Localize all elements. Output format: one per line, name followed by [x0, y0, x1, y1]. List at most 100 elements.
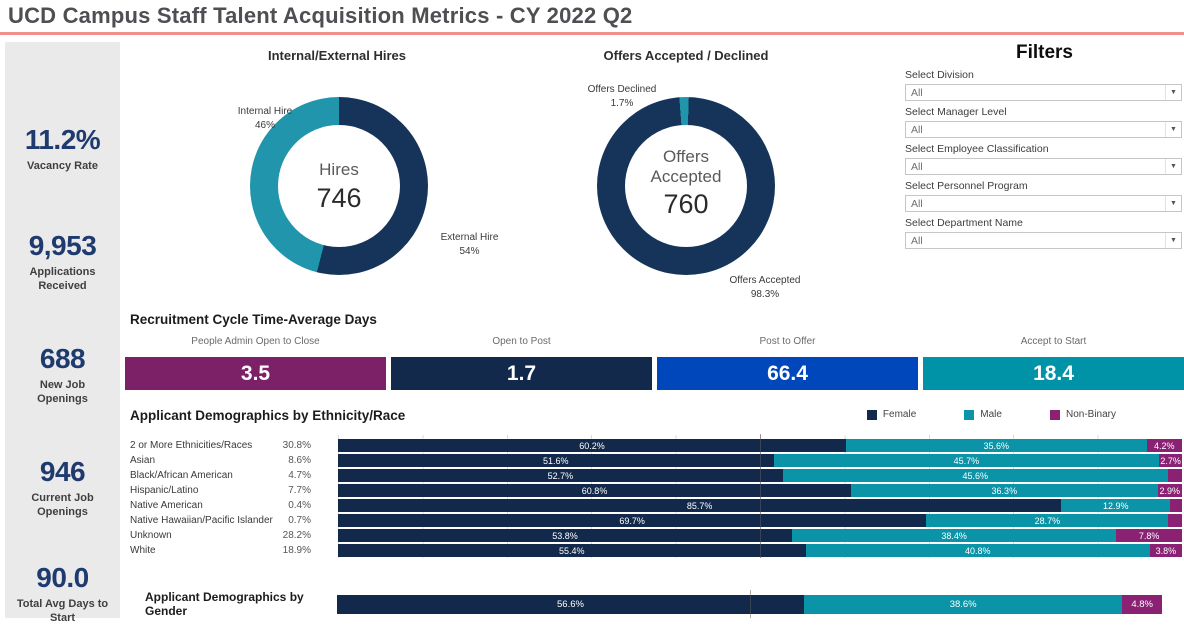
gender-bar-segment-male[interactable]: 38.6%: [803, 594, 1123, 614]
ethnicity-stacked-bar: 85.7% 12.9%: [338, 499, 1182, 512]
legend-item-male[interactable]: Male: [964, 409, 1002, 420]
ethnicity-share-value: 0.4%: [288, 500, 311, 511]
donut-chart-offers[interactable]: [597, 97, 775, 275]
bar-segment-non-binary[interactable]: 7.8%: [1116, 529, 1182, 542]
bar-segment-non-binary[interactable]: 3.8%: [1149, 544, 1182, 557]
donut-center-label: Hires: [319, 160, 359, 179]
kpi-value: 90.0: [36, 562, 89, 593]
ethnicity-stacked-bar: 55.4% 40.8% 3.8%: [338, 544, 1182, 557]
bar-segment-non-binary[interactable]: [1167, 469, 1182, 482]
select-personnel-program[interactable]: All ▼: [905, 195, 1182, 212]
legend-item-non-binary[interactable]: Non-Binary: [1049, 409, 1116, 420]
segment-value-label: 7.8%: [1138, 530, 1160, 541]
bar-segment-male[interactable]: 35.6%: [846, 439, 1147, 452]
chevron-down-icon[interactable]: ▼: [1165, 122, 1181, 137]
bar-segment-female[interactable]: 85.7%: [338, 499, 1062, 512]
bar-segment-female[interactable]: 51.6%: [338, 454, 774, 467]
ethnicity-stacked-bar: 53.8% 38.4% 7.8%: [338, 529, 1182, 542]
slice-pct: 1.7%: [610, 98, 634, 109]
chevron-down-icon[interactable]: ▼: [1165, 196, 1181, 211]
chevron-down-icon[interactable]: ▼: [1165, 85, 1181, 100]
ethnicity-stacked-bar: 60.2% 35.6% 4.2%: [338, 439, 1182, 452]
bar-segment-male[interactable]: 45.7%: [773, 454, 1160, 467]
cycle-stage-value-bar[interactable]: 1.7: [391, 357, 652, 390]
slice-pct: 54%: [459, 246, 480, 257]
bar-segment-non-binary[interactable]: 4.2%: [1146, 439, 1182, 452]
slice-name: Offers Accepted: [729, 275, 801, 286]
select-manager-level[interactable]: All ▼: [905, 121, 1182, 138]
bar-segment-male[interactable]: 28.7%: [926, 514, 1169, 527]
donut-center-value: 746: [316, 182, 362, 213]
bar-segment-non-binary[interactable]: [1168, 514, 1182, 527]
ethnicity-row: Black/African American 4.7% 52.7% 45.6%: [125, 468, 1182, 483]
kpi-label: Vacancy Rate: [27, 160, 98, 172]
gender-stacked-bar: 56.6% 38.6% 4.8%: [337, 589, 1162, 618]
select-employee-classification[interactable]: All ▼: [905, 158, 1182, 175]
page-title: UCD Campus Staff Talent Acquisition Metr…: [8, 3, 633, 28]
ethnicity-row: White 18.9% 55.4% 40.8% 3.8%: [125, 543, 1182, 558]
header-underline: [0, 32, 1184, 35]
filter-label: Select Manager Level: [905, 106, 1007, 118]
bar-segment-male[interactable]: 45.6%: [782, 469, 1168, 482]
ethnicity-category-label: Native American: [130, 500, 203, 511]
kpi-label: Total Avg Days to Start: [16, 598, 109, 625]
select-division[interactable]: All ▼: [905, 84, 1182, 101]
bar-segment-female[interactable]: 55.4%: [338, 544, 806, 557]
bar-segment-non-binary[interactable]: 2.7%: [1159, 454, 1182, 467]
ethnicity-category-label: Unknown: [130, 530, 172, 541]
donut-slice-label-offers-accepted: Offers Accepted 98.3%: [700, 274, 830, 302]
segment-value-label: 53.8%: [552, 530, 578, 541]
bar-segment-male[interactable]: 40.8%: [805, 544, 1150, 557]
bar-segment-female[interactable]: 52.7%: [338, 469, 783, 482]
legend-label: Male: [980, 409, 1002, 420]
kpi-value: 688: [39, 343, 86, 374]
bar-segment-male[interactable]: 38.4%: [792, 529, 1117, 542]
ethnicity-stacked-bar: 52.7% 45.6%: [338, 469, 1182, 482]
cycle-stage-label: Post to Offer: [759, 336, 816, 347]
ethnicity-category-label: Hispanic/Latino: [130, 485, 199, 496]
bar-segment-female[interactable]: 60.8%: [338, 484, 852, 497]
cycle-stage-value-bar[interactable]: 3.5: [125, 357, 386, 390]
bar-segment-non-binary[interactable]: 2.9%: [1157, 484, 1182, 497]
legend-item-female[interactable]: Female: [866, 409, 916, 420]
segment-value-label: 4.2%: [1153, 440, 1175, 451]
gender-bar-segment-female[interactable]: 56.6%: [337, 594, 804, 614]
gender-legend: Female Male Non-Binary: [866, 409, 1116, 420]
filter-group-department-name: Select Department Name All ▼: [905, 217, 1182, 249]
gender-bar-segment-non-binary[interactable]: 4.8%: [1122, 594, 1162, 614]
select-department-name[interactable]: All ▼: [905, 232, 1182, 249]
segment-value-label: 40.8%: [964, 545, 991, 556]
chevron-down-icon[interactable]: ▼: [1165, 159, 1181, 174]
kpi-applications-received: 9,953 Applications Received: [5, 230, 120, 294]
filter-group-employee-classification: Select Employee Classification All ▼: [905, 143, 1182, 175]
kpi-label: New Job Openings: [37, 379, 88, 406]
donut-title-offers: Offers Accepted / Declined: [603, 48, 769, 63]
donut-slice-label-internal-hire: Internal Hire 46%: [200, 105, 330, 133]
bar-segment-male[interactable]: 36.3%: [851, 484, 1158, 497]
bar-segment-female[interactable]: 53.8%: [338, 529, 793, 542]
ethnicity-share-value: 30.8%: [282, 440, 311, 451]
ethnicity-section-heading: Applicant Demographics by Ethnicity/Race: [130, 408, 406, 423]
select-value: All: [911, 197, 923, 210]
donut-chart-hires[interactable]: [250, 97, 428, 275]
kpi-label: Applications Received: [29, 266, 96, 293]
reference-line-50pct: [749, 589, 751, 618]
chevron-down-icon[interactable]: ▼: [1165, 233, 1181, 248]
cycle-stage-value-bar[interactable]: 18.4: [923, 357, 1184, 390]
cycle-stage: Post to Offer 66.4: [657, 336, 918, 390]
bar-segment-female[interactable]: 60.2%: [338, 439, 847, 452]
kpi-value: 9,953: [28, 230, 97, 261]
bar-segment-male[interactable]: 12.9%: [1061, 499, 1171, 512]
slice-name: Internal Hire: [237, 106, 293, 117]
filter-label: Select Department Name: [905, 217, 1023, 229]
cycle-stage-value-bar[interactable]: 66.4: [657, 357, 918, 390]
bar-segment-non-binary[interactable]: [1170, 499, 1182, 512]
segment-value-label: 3.8%: [1155, 545, 1177, 556]
segment-value-label: 4.8%: [1131, 598, 1153, 610]
ethnicity-row: 2 or More Ethnicities/Races 30.8% 60.2% 35.…: [125, 438, 1182, 453]
bar-segment-female[interactable]: 69.7%: [338, 514, 927, 527]
segment-value-label: 35.6%: [983, 440, 1010, 451]
ethnicity-share-value: 18.9%: [282, 545, 311, 556]
cycle-stage: Accept to Start 18.4: [923, 336, 1184, 390]
ethnicity-stacked-bar: 69.7% 28.7%: [338, 514, 1182, 527]
